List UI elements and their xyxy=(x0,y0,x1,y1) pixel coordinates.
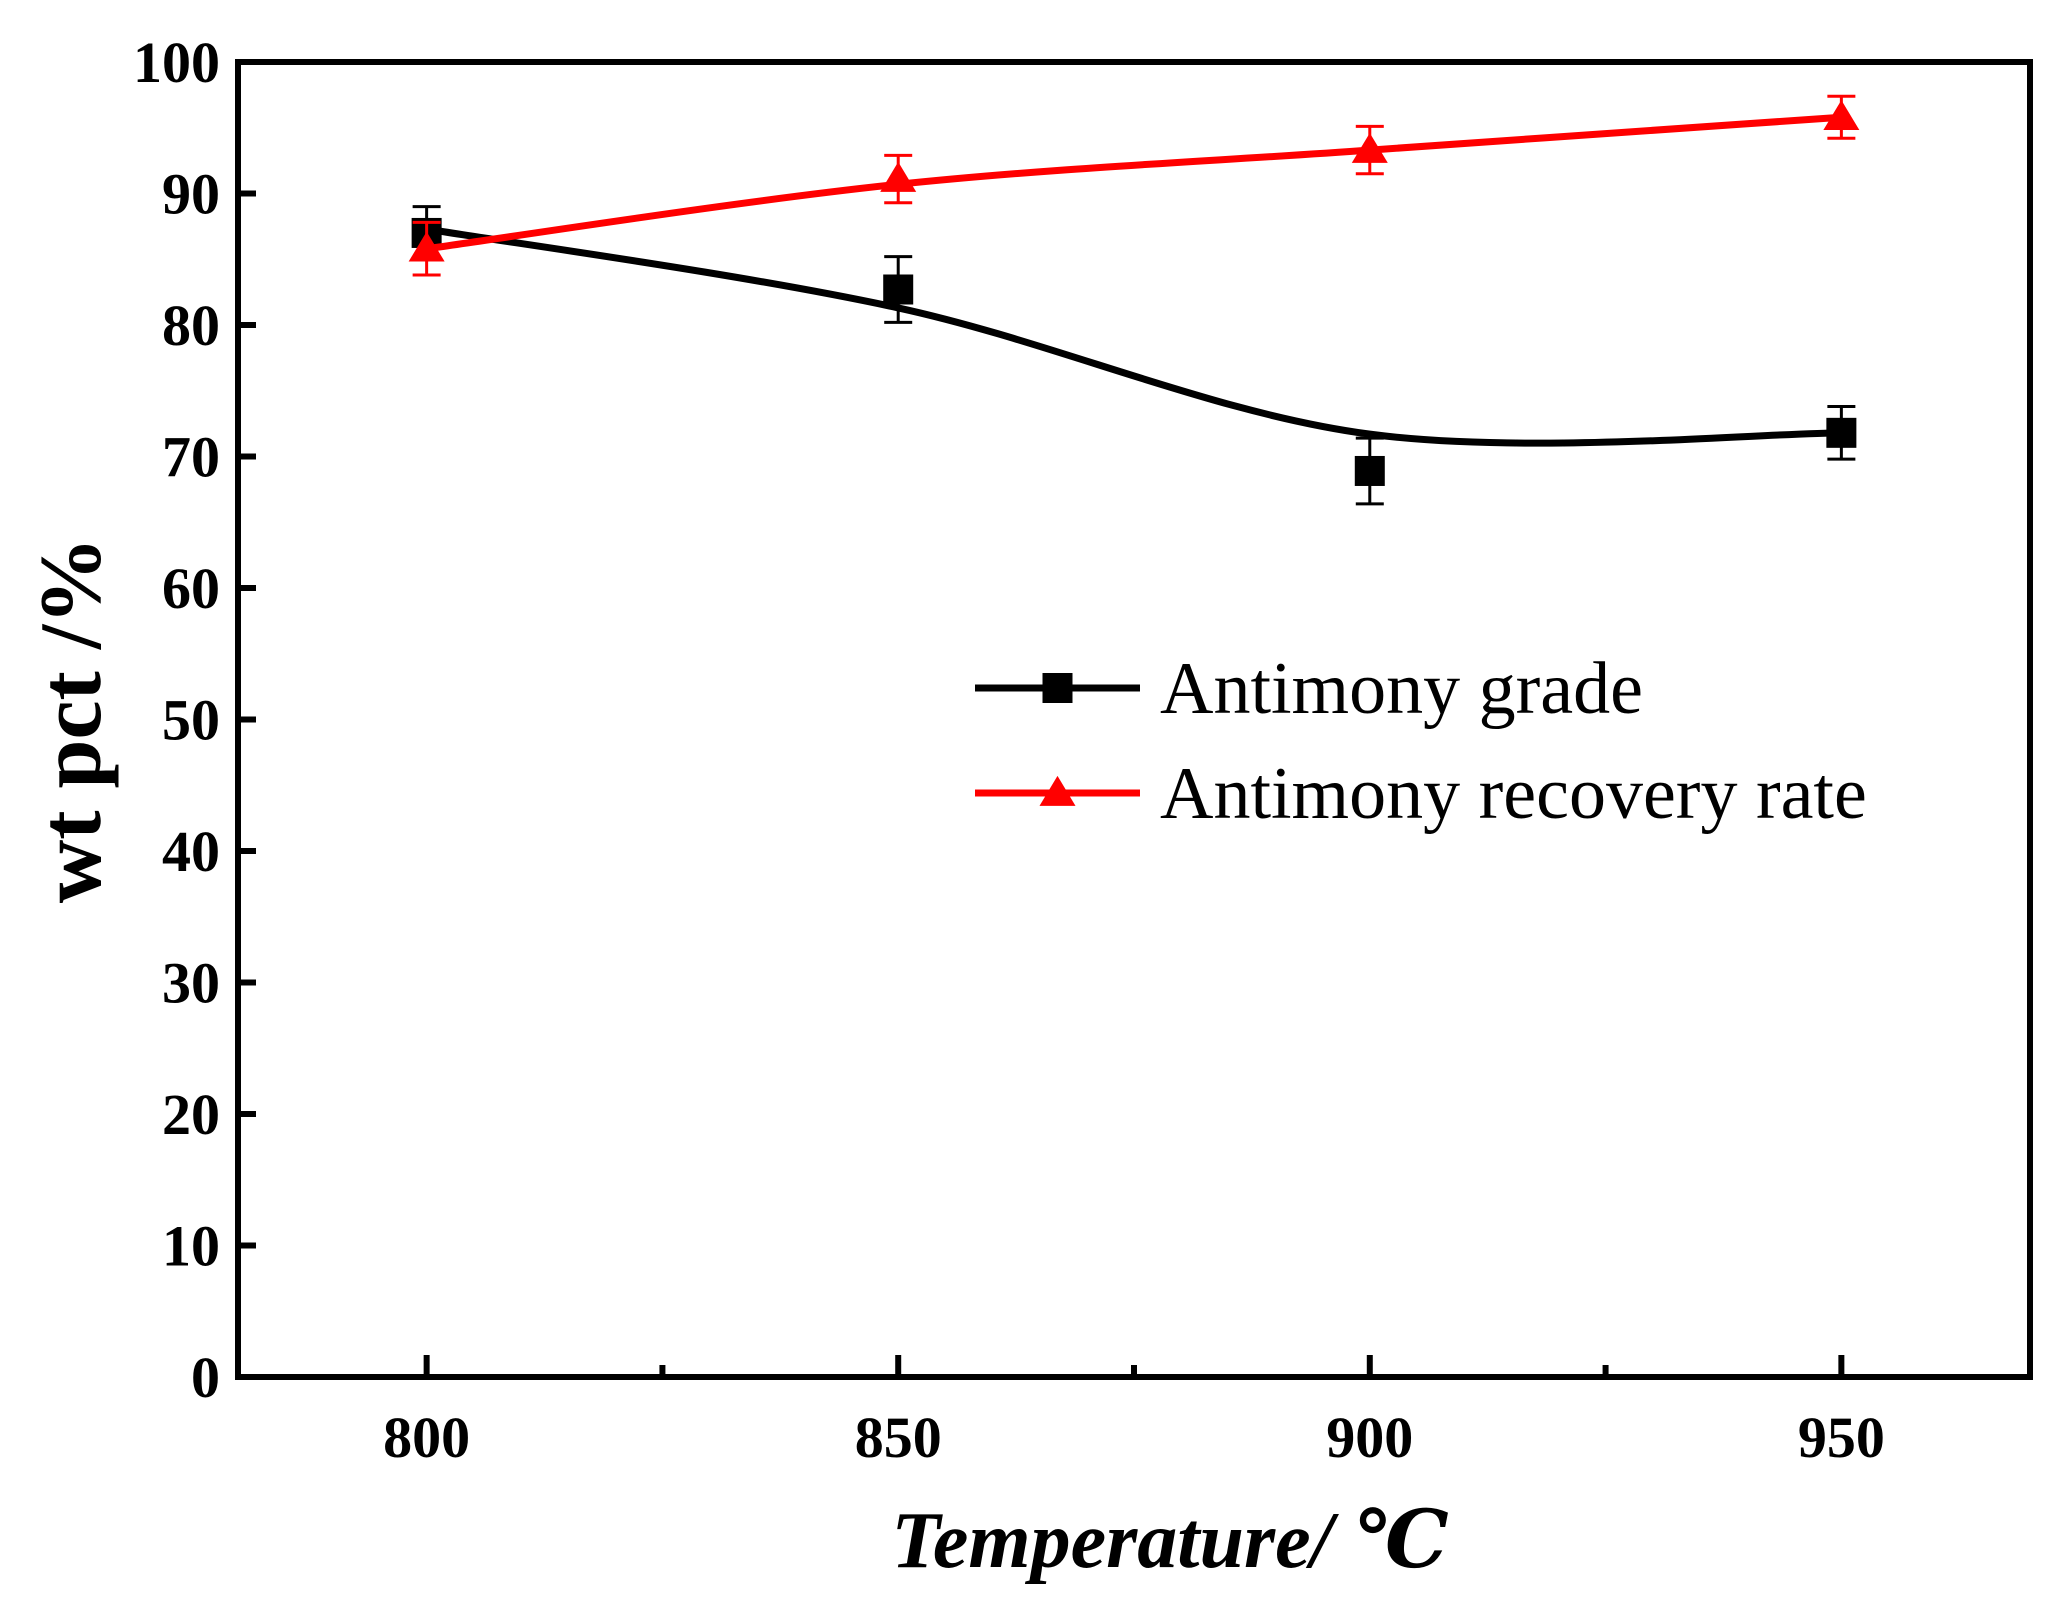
series-line xyxy=(426,113,1842,253)
data-point xyxy=(1354,455,1385,486)
series-layer xyxy=(408,94,1860,506)
series-1 xyxy=(411,205,1857,506)
y-tick-label: 40 xyxy=(162,819,220,884)
axis-ticks: 0 10 20 30 40 50 60 70 80 90 100 800 850 900 950 xyxy=(133,30,1885,1470)
y-tick-label: 0 xyxy=(191,1345,220,1410)
y-tick-label: 10 xyxy=(162,1214,220,1279)
y-tick-label: 90 xyxy=(162,162,220,227)
x-tick-label: 950 xyxy=(1798,1405,1885,1470)
data-point xyxy=(1826,417,1857,448)
legend: Antimony grade Antimony recovery rate xyxy=(975,648,1867,835)
data-point xyxy=(880,161,917,192)
data-point xyxy=(1351,133,1388,163)
y-tick-label: 50 xyxy=(162,688,220,753)
series-2 xyxy=(408,94,1860,277)
legend-label: Antimony recovery rate xyxy=(1160,753,1867,835)
data-point xyxy=(1823,100,1860,131)
legend-marker xyxy=(1042,673,1073,703)
y-axis-title: wt pct /% xyxy=(23,537,120,904)
legend-marker xyxy=(1039,775,1076,806)
x-tick-label: 850 xyxy=(855,1405,942,1470)
y-tick-label: 80 xyxy=(162,293,220,358)
series-line xyxy=(426,225,1842,447)
y-tick-label: 70 xyxy=(162,425,220,490)
x-axis-title: Temperature/ ℃ xyxy=(891,1497,1448,1585)
x-tick-label: 900 xyxy=(1326,1405,1413,1470)
data-point xyxy=(408,231,445,262)
y-tick-label: 30 xyxy=(162,951,220,1016)
legend-label: Antimony grade xyxy=(1160,648,1643,730)
y-tick-label: 60 xyxy=(162,556,220,621)
data-point xyxy=(883,274,914,305)
x-tick-label: 800 xyxy=(383,1405,470,1470)
y-tick-label: 20 xyxy=(162,1082,220,1147)
y-tick-label: 100 xyxy=(133,30,220,95)
plot-frame xyxy=(235,59,2033,1380)
